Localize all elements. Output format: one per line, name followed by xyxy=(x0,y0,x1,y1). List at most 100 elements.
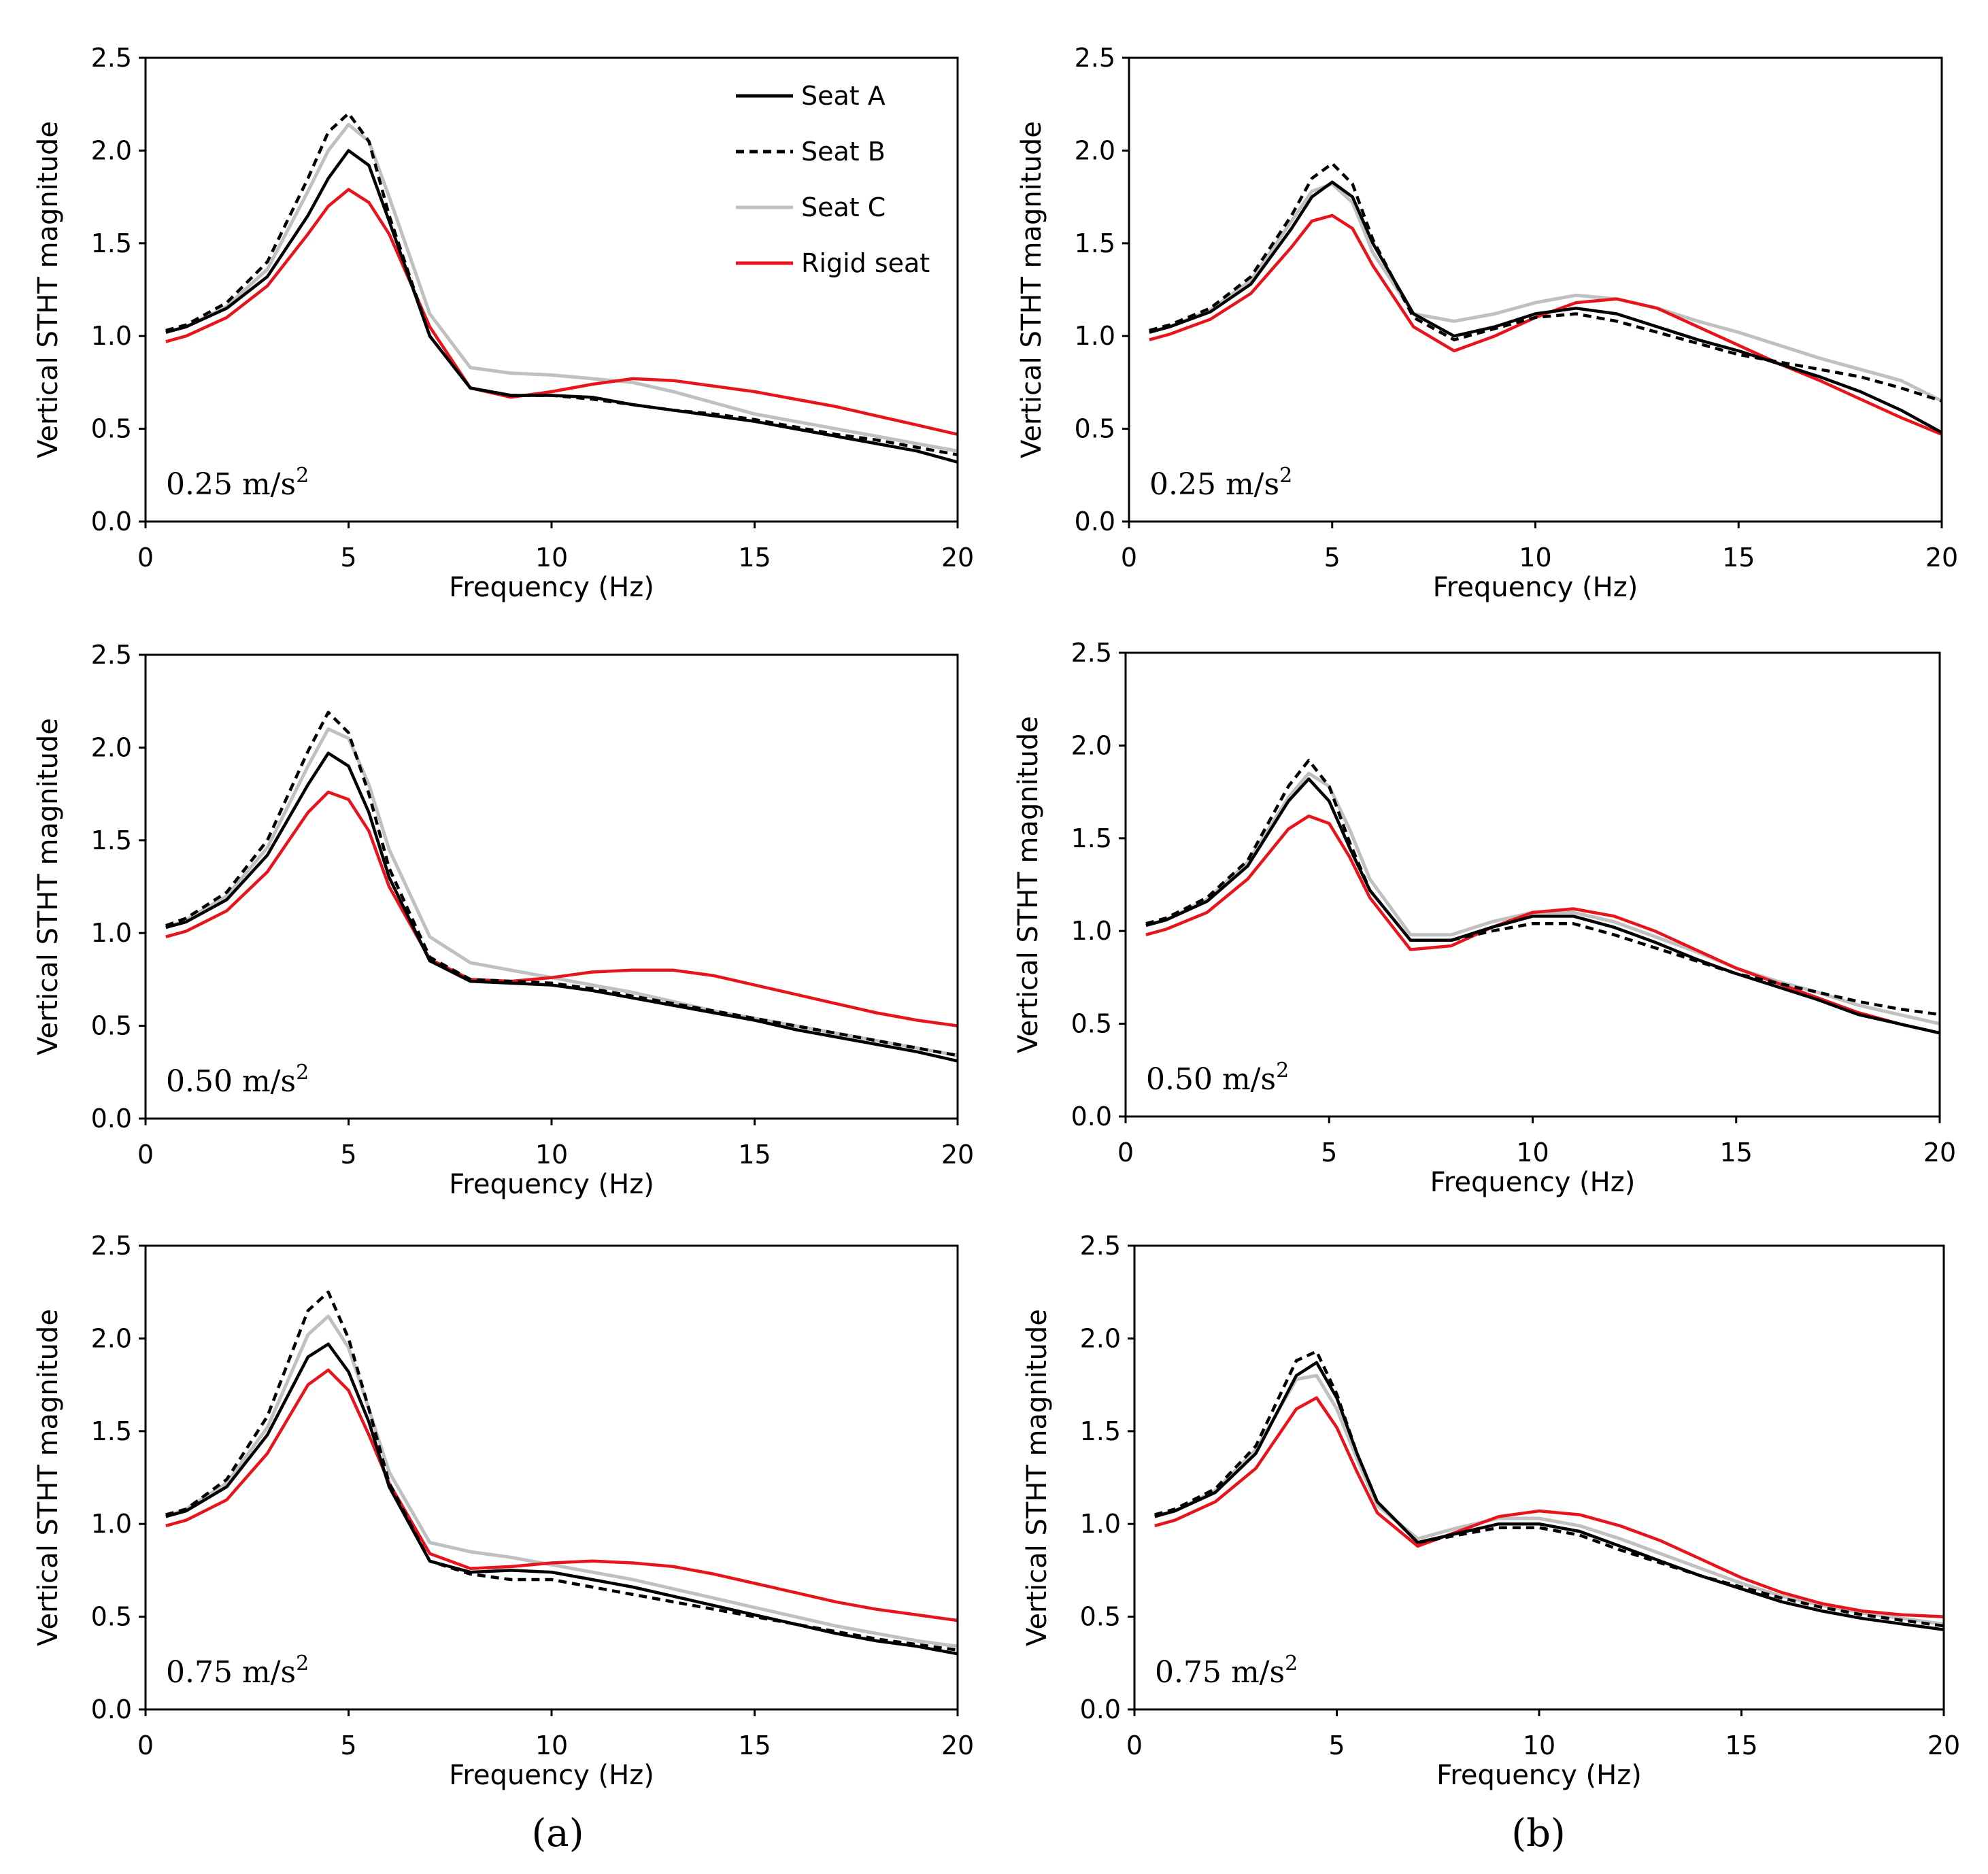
x-tick-label: 5 xyxy=(340,1731,356,1760)
x-tick-label: 0 xyxy=(137,543,154,573)
annotation-superscript: 2 xyxy=(296,1061,309,1085)
y-tick-label: 1.0 xyxy=(1075,321,1115,351)
series-line-seat-a xyxy=(1145,777,1940,1035)
x-tick-label: 10 xyxy=(535,1731,568,1760)
legend-label: Seat B xyxy=(801,137,886,167)
y-tick-label: 1.5 xyxy=(91,1416,132,1446)
x-tick-label: 15 xyxy=(1720,1138,1753,1168)
caption-a: (a) xyxy=(531,1811,584,1856)
x-tick-label: 20 xyxy=(1927,1731,1960,1760)
y-axis-label: Vertical STHT magnitude xyxy=(33,121,64,458)
chart-a1: 0.0 0.5 1.0 1.5 2.0 2.5 0 5 10 15 20 Frequency (Hz)… xyxy=(33,43,974,603)
x-tick-label: 20 xyxy=(1923,1138,1956,1168)
x-tick-label: 10 xyxy=(1519,543,1551,573)
y-tick-label: 1.5 xyxy=(1080,1416,1121,1446)
series-line-seat-b xyxy=(165,1290,958,1652)
x-tick-label: 15 xyxy=(738,1731,771,1760)
y-tick-label: 2.5 xyxy=(1071,638,1112,668)
y-tick-label: 2.5 xyxy=(91,1231,132,1261)
y-axis-label: Vertical STHT magnitude xyxy=(33,1309,64,1646)
x-tick-label: 15 xyxy=(1722,543,1755,573)
series-line-seat-b xyxy=(165,711,958,1057)
plot-frame xyxy=(1133,1244,1945,1711)
plot-frame xyxy=(1128,56,1943,523)
y-tick-label: 1.0 xyxy=(1080,1509,1121,1539)
y-tick-label: 1.0 xyxy=(91,1509,132,1539)
x-tick-label: 15 xyxy=(738,543,771,573)
y-tick-label: 0.5 xyxy=(91,1602,132,1632)
annotation-superscript: 2 xyxy=(1285,1652,1298,1675)
annotation-superscript: 2 xyxy=(1276,1059,1289,1083)
y-axis-label: Vertical STHT magnitude xyxy=(1013,716,1044,1053)
x-tick-label: 20 xyxy=(1925,543,1958,573)
annotation-superscript: 2 xyxy=(296,1652,309,1675)
x-tick-label: 10 xyxy=(535,1140,568,1170)
series-group xyxy=(1145,758,1940,1035)
x-tick-label: 0 xyxy=(1117,1138,1134,1168)
amplitude-annotation: 0.50 m/s2 xyxy=(166,1061,309,1099)
y-tick-label: 0.0 xyxy=(1075,507,1115,536)
x-tick-label: 5 xyxy=(1328,1731,1345,1760)
x-tick-label: 20 xyxy=(941,543,974,573)
plot-frame xyxy=(1124,651,1941,1118)
chart-b3: 0.0 0.5 1.0 1.5 2.0 2.5 0 5 10 15 20 Frequency (Hz)… xyxy=(1022,1231,1960,1791)
y-tick-label: 0.0 xyxy=(1080,1694,1121,1724)
y-tick-label: 1.0 xyxy=(91,321,132,351)
y-tick-label: 0.0 xyxy=(91,1104,132,1134)
plot-frame xyxy=(144,1244,959,1711)
x-axis-label: Frequency (Hz) xyxy=(1436,1760,1642,1791)
series-line-seat-a xyxy=(165,1342,958,1656)
y-tick-label: 0.5 xyxy=(91,1011,132,1041)
series-line-seat-b xyxy=(1154,1350,1944,1628)
legend-label: Seat C xyxy=(801,192,886,222)
y-tick-label: 2.5 xyxy=(1075,43,1115,73)
series-line-rigid-seat xyxy=(165,1368,958,1622)
legend-label: Seat A xyxy=(801,81,886,111)
series-line-seat-a xyxy=(1149,180,1943,435)
series-line-seat-c xyxy=(165,122,958,453)
legend: Seat A Seat B Seat C Rigid seat xyxy=(736,81,930,278)
plot-frame xyxy=(144,653,959,1120)
series-line-seat-c xyxy=(165,727,958,1057)
y-axis-label: Vertical STHT magnitude xyxy=(1016,121,1047,458)
x-tick-label: 10 xyxy=(1516,1138,1549,1168)
y-tick-label: 1.5 xyxy=(91,228,132,258)
y-tick-label: 1.5 xyxy=(91,825,132,855)
series-group xyxy=(165,1290,958,1656)
y-tick-label: 2.0 xyxy=(1071,730,1112,760)
y-tick-label: 0.0 xyxy=(91,1694,132,1724)
y-tick-label: 0.0 xyxy=(91,507,132,536)
x-tick-label: 0 xyxy=(1126,1731,1143,1760)
y-tick-label: 2.0 xyxy=(91,1323,132,1353)
series-line-seat-a xyxy=(165,149,958,464)
y-tick-label: 2.0 xyxy=(1080,1323,1121,1353)
series-group xyxy=(1149,162,1943,436)
y-tick-label: 0.5 xyxy=(1071,1009,1112,1039)
series-line-seat-c xyxy=(165,1314,958,1648)
amplitude-annotation: 0.25 m/s2 xyxy=(166,464,309,502)
x-tick-label: 5 xyxy=(340,543,356,573)
series-line-rigid-seat xyxy=(165,188,958,436)
y-tick-label: 2.5 xyxy=(91,43,132,73)
y-tick-label: 2.5 xyxy=(1080,1231,1121,1261)
x-tick-label: 0 xyxy=(137,1731,154,1760)
series-line-seat-c xyxy=(1154,1374,1944,1626)
y-tick-label: 0.5 xyxy=(1075,414,1115,444)
series-line-seat-a xyxy=(1154,1361,1944,1631)
y-tick-label: 0.5 xyxy=(1080,1602,1121,1632)
series-group xyxy=(165,112,958,464)
x-tick-label: 0 xyxy=(1121,543,1137,573)
y-tick-label: 0.5 xyxy=(91,414,132,444)
y-tick-label: 0.0 xyxy=(1071,1102,1112,1131)
y-axis-label: Vertical STHT magnitude xyxy=(1022,1309,1053,1646)
y-tick-label: 2.0 xyxy=(91,135,132,165)
y-axis-label: Vertical STHT magnitude xyxy=(33,718,64,1055)
x-tick-label: 10 xyxy=(535,543,568,573)
x-tick-label: 5 xyxy=(1324,543,1341,573)
series-line-seat-b xyxy=(1149,162,1942,403)
series-line-seat-b xyxy=(1145,758,1940,1017)
series-line-seat-a xyxy=(165,751,958,1063)
x-tick-label: 15 xyxy=(1725,1731,1757,1760)
